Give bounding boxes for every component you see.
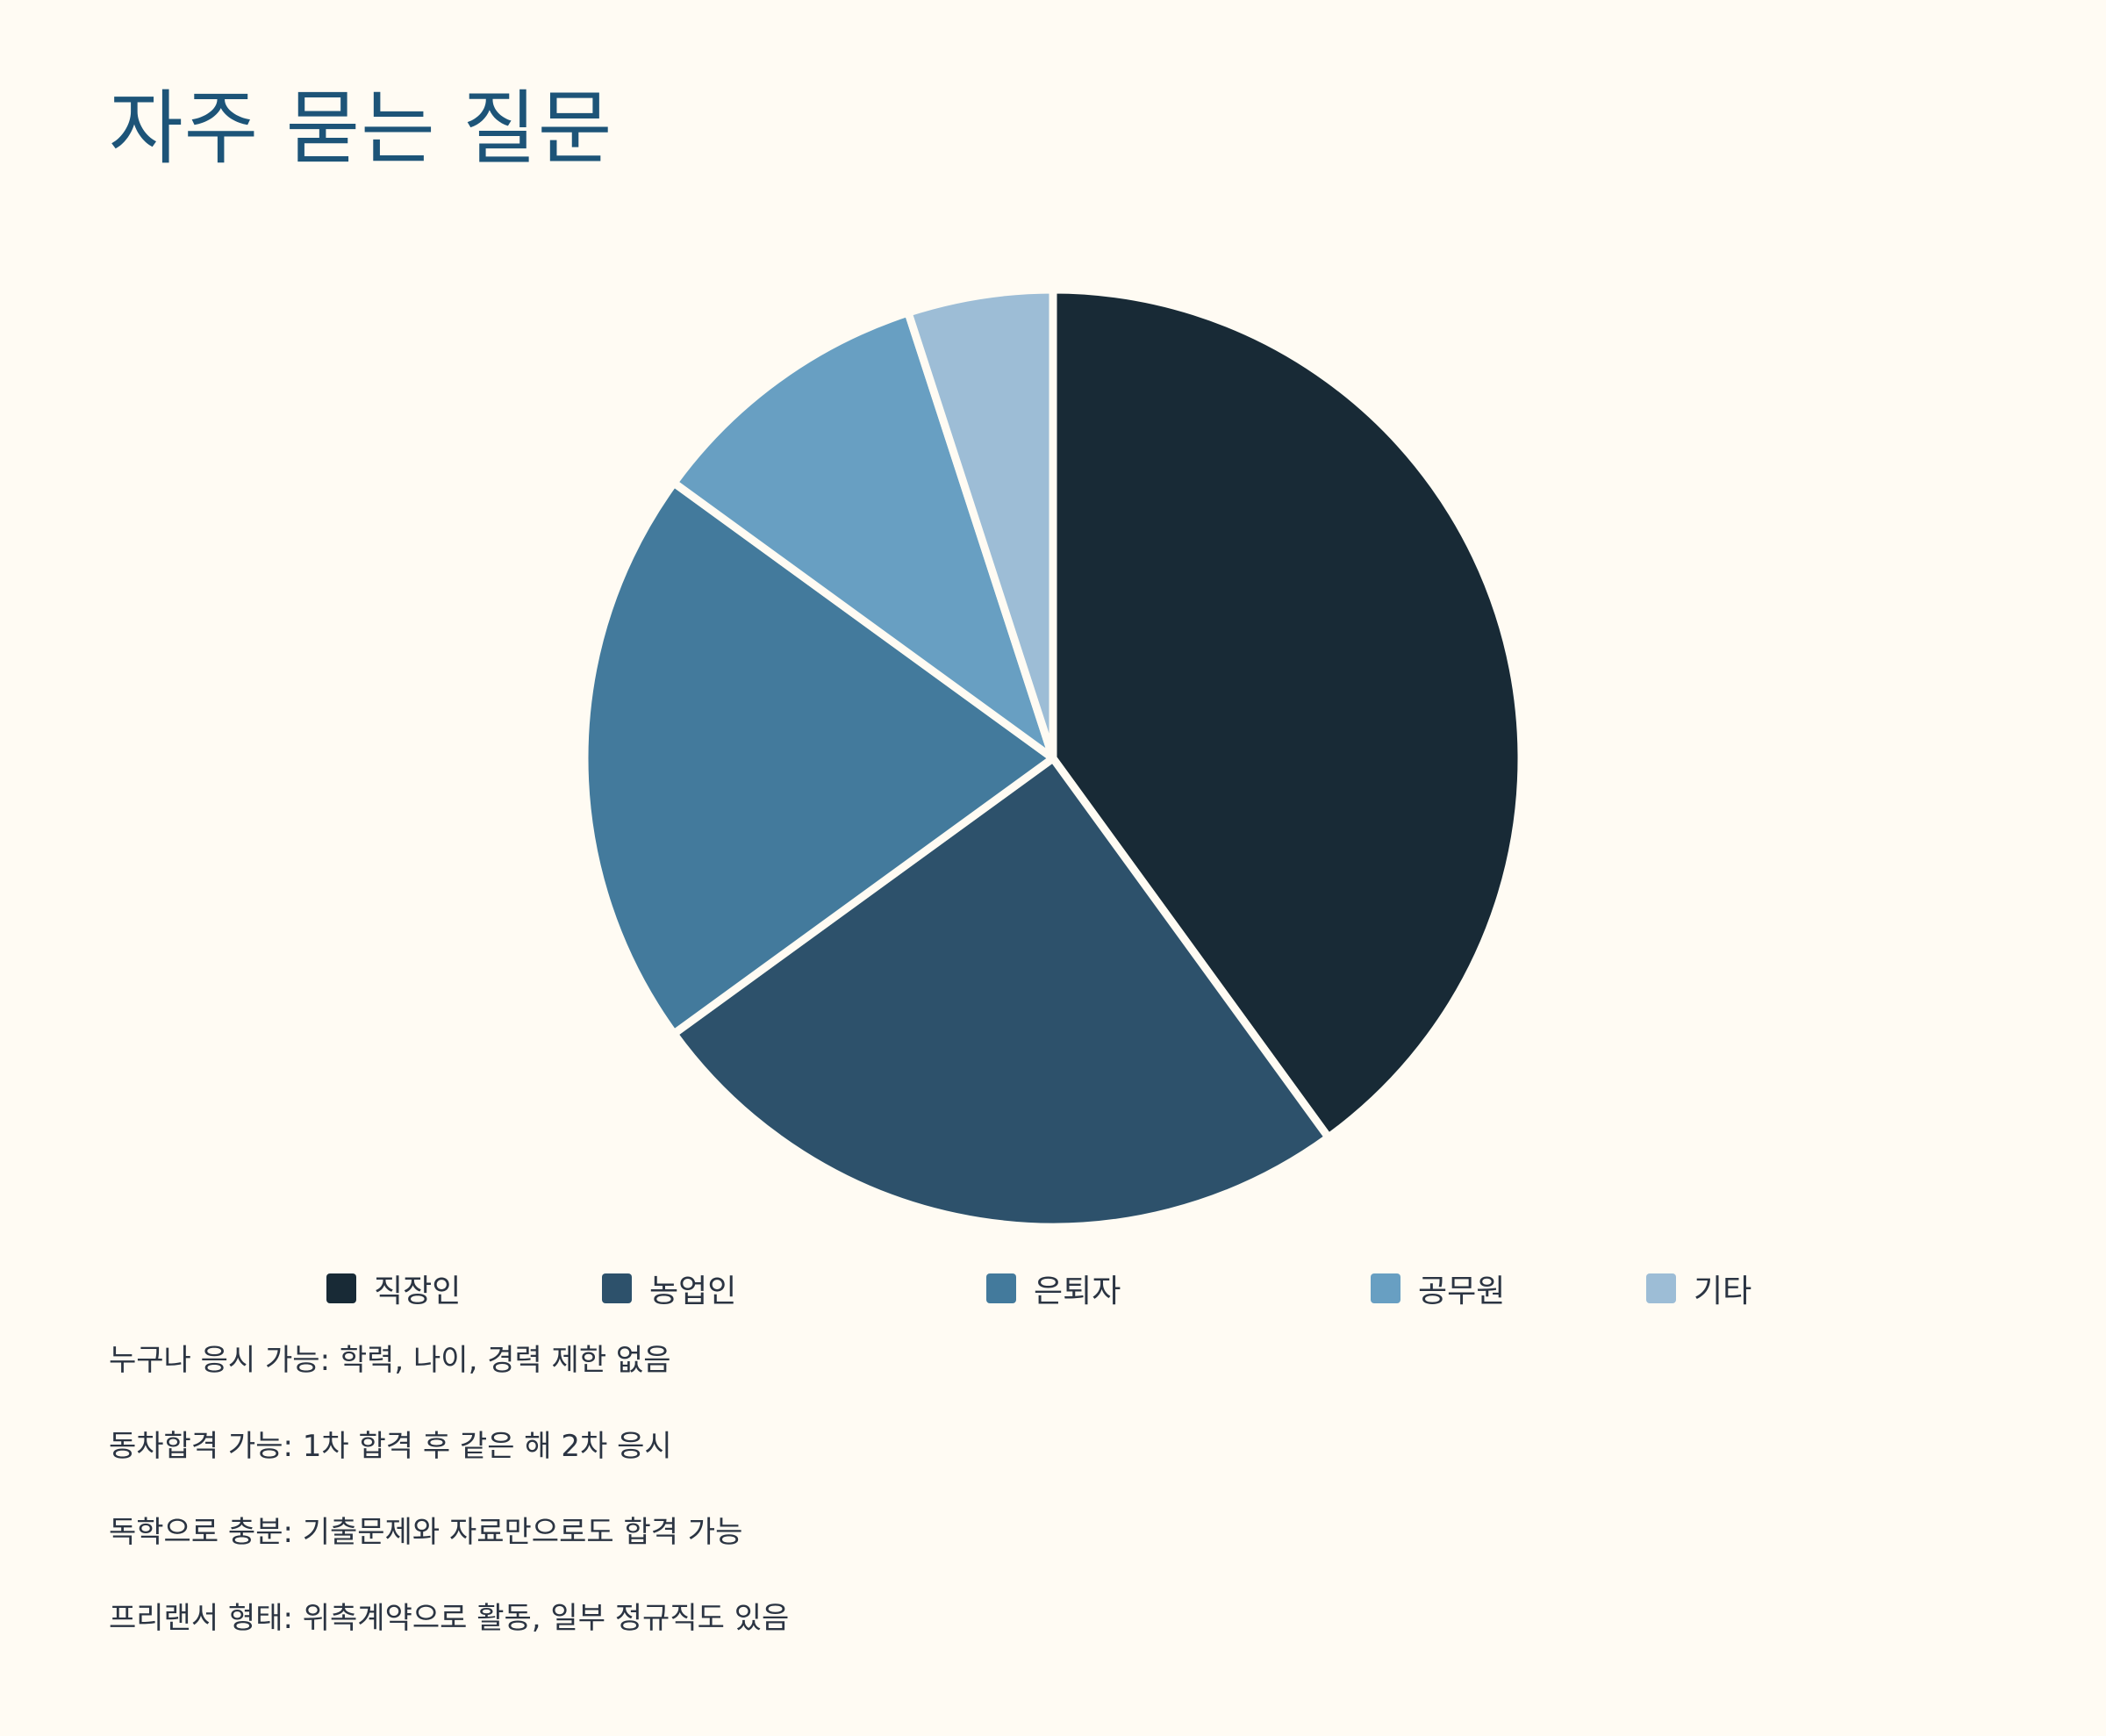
pie-slice-직장인 [1049,285,1526,1142]
chart-legend: 직장인 농업인 은퇴자 공무원 기타 [0,1264,2106,1313]
legend-swatch [602,1273,632,1303]
legend-item-기타: 기타 [1646,1264,1751,1313]
faq-item: 프리랜서 형태: 위촉계약으로 활동, 일부 정규직도 있음 [109,1601,790,1636]
faq-item: 동차합격 가능: 1차 합격 후 같은 해 2차 응시 [109,1429,672,1464]
legend-label: 농업인 [649,1273,737,1309]
pie-slice-농업인 [670,754,1333,1231]
legend-item-공무원: 공무원 [1371,1264,1505,1313]
legend-label: 기타 [1694,1273,1752,1309]
legend-swatch [1646,1273,1676,1303]
legend-item-직장인: 직장인 [326,1264,461,1313]
faq-list: 누구나 응시 가능: 학력, 나이, 경력 제한 없음 동차합격 가능: 1차 … [109,1338,789,1682]
pie-chart [580,285,1526,1231]
faq-item: 독학으로 충분: 기출문제와 자료만으로도 합격 가능 [109,1515,743,1550]
legend-item-은퇴자: 은퇴자 [986,1264,1121,1313]
legend-swatch [1371,1273,1400,1303]
faq-item: 누구나 응시 가능: 학력, 나이, 경력 제한 없음 [109,1343,671,1378]
page-title: 자주 묻는 질문 [109,82,613,176]
legend-label: 직장인 [374,1273,462,1309]
legend-item-농업인: 농업인 [602,1264,736,1313]
legend-swatch [986,1273,1016,1303]
legend-label: 공무원 [1418,1273,1506,1309]
pie-slice-기타 [904,285,1057,763]
pie-slice-공무원 [670,308,1057,763]
pie-slice-은퇴자 [580,478,1057,1038]
legend-label: 은퇴자 [1034,1273,1121,1309]
legend-swatch [326,1273,356,1303]
